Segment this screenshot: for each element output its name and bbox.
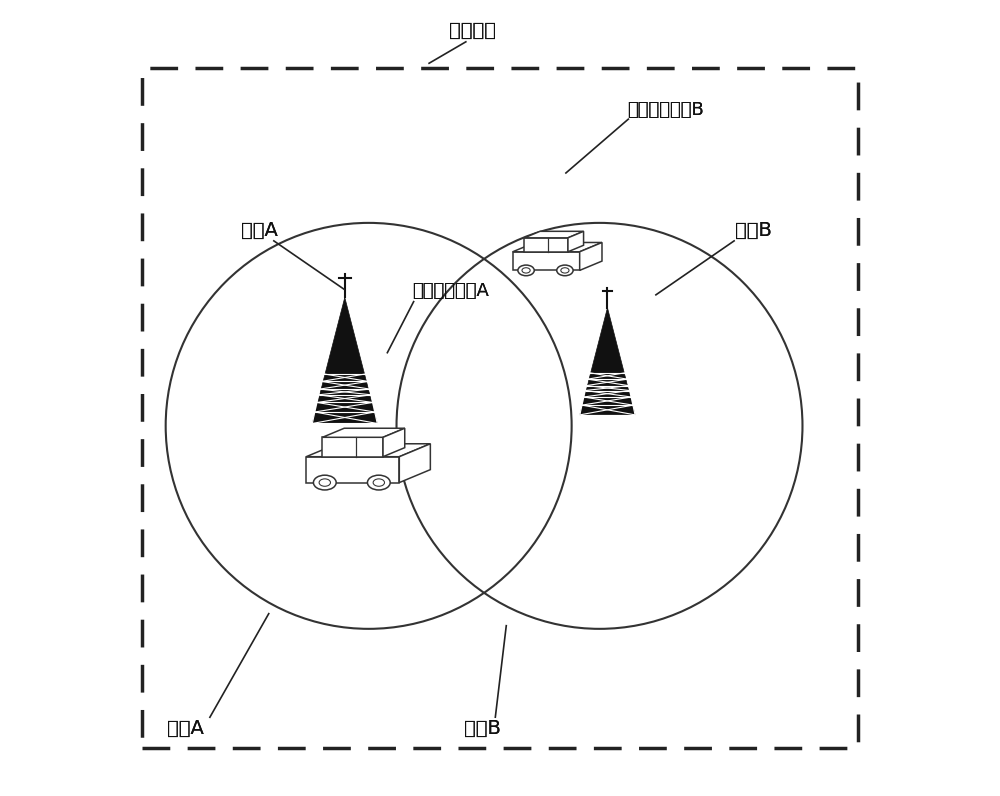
Ellipse shape [557,265,573,275]
Text: 车载终端设备B: 车载终端设备B [627,101,704,119]
Polygon shape [580,308,635,415]
Text: 基站A: 基站A [241,221,278,240]
Polygon shape [306,444,430,457]
Text: 无线网络: 无线网络 [449,21,496,40]
Ellipse shape [367,475,390,490]
Polygon shape [568,232,584,252]
Ellipse shape [373,479,385,486]
Ellipse shape [561,267,569,273]
Polygon shape [580,243,602,271]
Ellipse shape [518,265,534,275]
Ellipse shape [319,479,330,486]
Polygon shape [306,457,399,482]
Text: 小区A: 小区A [167,719,204,738]
Polygon shape [383,428,405,457]
Polygon shape [322,437,383,457]
Polygon shape [322,428,405,437]
Text: 车载终端设备B: 车载终端设备B [627,101,704,119]
Text: 车载终端设备A: 车载终端设备A [412,282,489,299]
Polygon shape [524,238,568,252]
Text: 车载终端设备A: 车载终端设备A [412,282,489,299]
Polygon shape [399,444,430,482]
Polygon shape [312,298,377,423]
Ellipse shape [313,475,336,490]
Polygon shape [524,232,584,238]
Text: 基站B: 基站B [735,221,772,240]
Polygon shape [513,243,602,252]
Text: 小区B: 小区B [464,719,501,738]
Text: 小区B: 小区B [464,719,501,738]
Text: 无线网络: 无线网络 [449,21,496,40]
Ellipse shape [522,267,530,273]
Polygon shape [513,252,580,271]
Text: 基站B: 基站B [735,221,772,240]
Text: 小区A: 小区A [167,719,204,738]
Text: 基站A: 基站A [241,221,278,240]
